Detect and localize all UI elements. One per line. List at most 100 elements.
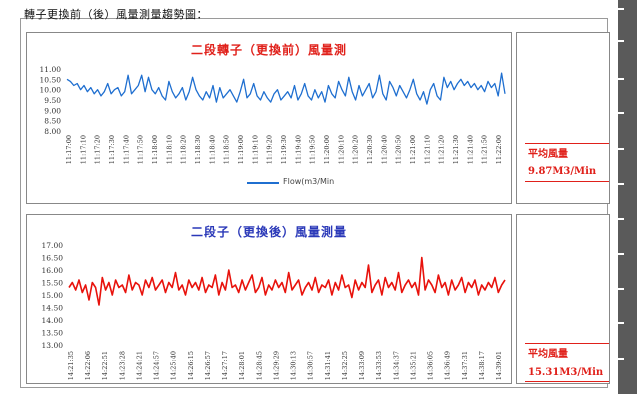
x-tick-label: 14:24:21 — [135, 351, 143, 380]
frame-tick — [618, 322, 624, 324]
x-tick-label: 11:17:40 — [122, 135, 130, 164]
frame-tick — [618, 183, 624, 185]
x-tick-label: 14:27:17 — [221, 351, 229, 380]
x-tick-label: 11:18:00 — [151, 135, 159, 164]
x-tick-label: 11:22:00 — [495, 135, 503, 164]
x-tick-label: 14:34:37 — [392, 351, 400, 380]
x-tick-label: 14:38:17 — [478, 351, 486, 380]
x-tick-label: 14:28:45 — [255, 351, 263, 380]
frame-tick — [618, 288, 624, 290]
frame-tick — [618, 253, 624, 255]
avg-flow-value-before: 9.87M3/Min — [528, 166, 597, 177]
x-tick-label: 11:18:40 — [208, 135, 216, 164]
x-tick-label: 11:19:40 — [294, 135, 302, 164]
x-tick-label: 11:17:30 — [108, 135, 116, 164]
x-tick-label: 14:23:28 — [118, 351, 126, 380]
x-tick-label: 14:36:05 — [427, 351, 435, 380]
x-tick-label: 14:28:01 — [238, 351, 246, 380]
series-line — [66, 72, 506, 105]
x-tick-label: 14:36:49 — [444, 351, 452, 380]
frame-tick — [618, 40, 624, 42]
y-tick-label: 14.00 — [42, 316, 64, 325]
frame-tick — [618, 8, 624, 10]
x-tick-label: 14:33:53 — [375, 351, 383, 380]
summary-divider — [525, 343, 609, 344]
legend-label: Flow(m3/Min — [283, 177, 335, 186]
y-tick-label: 9.00 — [44, 106, 61, 115]
page-heading: 轉子更換前（後）風量測量趨勢圖： — [24, 8, 208, 21]
y-tick-label: 16.50 — [42, 254, 64, 263]
frame-tick — [618, 218, 624, 220]
summary-box-before: 平均風量 9.87M3/Min — [516, 32, 610, 204]
y-tick-label: 13.50 — [42, 329, 64, 338]
y-tick-label: 10.00 — [40, 86, 62, 95]
x-tick-label: 14:33:09 — [358, 351, 366, 380]
series-line — [68, 256, 506, 306]
summary-divider — [525, 381, 609, 382]
x-tick-label: 11:21:40 — [466, 135, 474, 164]
x-tick-label: 11:17:10 — [79, 135, 87, 164]
x-tick-label: 11:21:20 — [438, 135, 446, 164]
y-tick-label: 15.50 — [42, 279, 64, 288]
y-tick-label: 14.50 — [42, 304, 64, 313]
y-tick-label: 8.00 — [44, 127, 61, 136]
x-tick-label: 14:26:15 — [187, 351, 195, 380]
x-tick-label: 14:35:21 — [409, 351, 417, 380]
frame-tick — [618, 148, 624, 150]
x-tick-label: 14:29:29 — [272, 351, 280, 380]
x-tick-label: 11:17:00 — [65, 135, 73, 164]
x-tick-label: 11:20:20 — [352, 135, 360, 164]
y-tick-label: 10.50 — [40, 75, 62, 84]
avg-flow-value-after: 15.31M3/Min — [528, 367, 604, 378]
x-tick-label: 14:24:57 — [153, 351, 161, 380]
x-tick-label: 11:20:10 — [337, 135, 345, 164]
y-tick-label: 9.50 — [44, 96, 61, 105]
y-tick-label: 17.00 — [42, 241, 64, 250]
x-tick-label: 11:21:50 — [481, 135, 489, 164]
x-tick-label: 11:18:20 — [180, 135, 188, 164]
avg-flow-label-after: 平均風量 — [528, 349, 568, 360]
y-tick-label: 15.00 — [42, 291, 64, 300]
x-tick-label: 14:32:25 — [341, 351, 349, 380]
y-tick-label: 13.00 — [42, 341, 64, 350]
x-tick-label: 11:19:10 — [251, 135, 259, 164]
x-tick-label: 11:17:50 — [137, 135, 145, 164]
frame-tick — [618, 358, 624, 360]
summary-divider — [525, 181, 609, 182]
x-tick-label: 11:19:50 — [309, 135, 317, 164]
x-tick-label: 11:18:10 — [165, 135, 173, 164]
x-tick-label: 14:21:35 — [67, 351, 75, 380]
summary-box-after: 平均風量 15.31M3/Min — [516, 214, 610, 384]
x-tick-label: 14:30:57 — [307, 351, 315, 380]
chart-panel-before: 二段轉子（更換前）風量測 11.00 10.50 10.00 9.50 9.00 8.50… — [26, 32, 512, 204]
x-tick-label: 11:19:30 — [280, 135, 288, 164]
x-tick-label: 14:22:51 — [101, 351, 109, 380]
x-tick-label: 14:25:40 — [170, 351, 178, 380]
window-edge — [618, 0, 637, 394]
y-tick-label: 11.00 — [40, 65, 62, 74]
x-tick-label: 14:37:31 — [461, 351, 469, 380]
y-tick-label: 16.00 — [42, 266, 64, 275]
x-tick-label: 11:20:50 — [395, 135, 403, 164]
x-tick-label: 14:22:06 — [84, 351, 92, 380]
x-tick-label: 11:19:20 — [266, 135, 274, 164]
x-tick-label: 11:18:30 — [194, 135, 202, 164]
chart-title-before: 二段轉子（更換前）風量測 — [190, 43, 347, 57]
x-tick-label: 11:19:00 — [237, 135, 245, 164]
chart-title-after: 二段子（更換後）風量測量 — [190, 225, 347, 239]
x-tick-label: 11:20:30 — [366, 135, 374, 164]
chart-panel-after: 二段子（更換後）風量測量 17.00 16.50 16.00 15.50 15.00 14… — [26, 214, 512, 384]
x-tick-label: 11:21:00 — [409, 135, 417, 164]
avg-flow-label-before: 平均風量 — [528, 149, 568, 160]
x-tick-label: 11:21:30 — [452, 135, 460, 164]
frame-tick — [618, 78, 624, 80]
summary-divider — [525, 143, 609, 144]
y-tick-label: 8.50 — [44, 117, 61, 126]
x-tick-label: 11:18:50 — [223, 135, 231, 164]
line-chart-after: 17.00 16.50 16.00 15.50 15.00 14.50 14.00 13.50… — [42, 241, 506, 380]
x-tick-label: 14:31:41 — [324, 351, 332, 380]
frame-tick — [618, 112, 624, 114]
legend-line-swatch — [247, 182, 279, 184]
x-tick-label: 14:26:57 — [204, 351, 212, 380]
